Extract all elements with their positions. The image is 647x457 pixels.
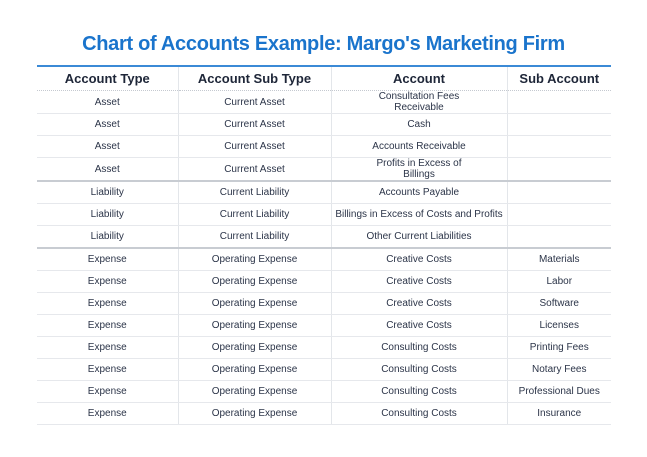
account-cell: Consultation Fees Receivable — [330, 90, 507, 114]
sub-account-cell: Materials — [506, 247, 611, 271]
account-cell: Cash — [330, 113, 507, 136]
table-row: Liability Current Liability Accounts Payab… — [37, 180, 611, 204]
table-row: Asset Current Asset Cash — [37, 113, 611, 136]
table-row: Expense Operating Expense Consulting Costs… — [37, 380, 611, 403]
account-type-cell: Expense — [37, 247, 178, 271]
sub-account-cell — [506, 225, 611, 249]
account-sub-type-cell: Operating Expense — [177, 292, 331, 315]
account-cell: Consulting Costs — [330, 402, 507, 425]
account-sub-type-cell: Current Liability — [177, 180, 331, 204]
account-type-cell: Liability — [37, 180, 178, 204]
account-sub-type-cell: Operating Expense — [177, 402, 331, 425]
account-type-cell: Expense — [37, 270, 178, 293]
account-cell: Consulting Costs — [330, 358, 507, 381]
table-row: Expense Operating Expense Consulting Costs… — [37, 358, 611, 381]
account-sub-type-cell: Current Asset — [177, 113, 331, 136]
table-row: Liability Current Liability Billings in Ex… — [37, 203, 611, 226]
account-cell: Accounts Payable — [330, 180, 507, 204]
account-type-cell: Liability — [37, 225, 178, 249]
account-cell: Consulting Costs — [330, 336, 507, 359]
table-row: Expense Operating Expense Creative Costs La… — [37, 270, 611, 293]
table-row: Asset Current Asset Accounts Receivable — [37, 135, 611, 158]
account-sub-type-cell: Current Asset — [177, 157, 331, 182]
sub-account-cell — [506, 180, 611, 204]
table-row: Expense Operating Expense Consulting Costs… — [37, 402, 611, 425]
accounts-table: Account Type Account Sub Type Account Su… — [37, 65, 611, 425]
account-type-cell: Asset — [37, 90, 178, 114]
account-sub-type-cell: Current Liability — [177, 203, 331, 226]
sub-account-cell — [506, 135, 611, 158]
account-type-cell: Liability — [37, 203, 178, 226]
header-row: Account Type Account Sub Type Account Su… — [37, 66, 611, 91]
account-type-cell: Expense — [37, 402, 178, 425]
account-sub-type-cell: Operating Expense — [177, 314, 331, 337]
account-sub-type-cell: Operating Expense — [177, 270, 331, 293]
account-cell: Other Current Liabilities — [330, 225, 507, 249]
table-row: Liability Current Liability Other Current … — [37, 225, 611, 249]
account-cell: Consulting Costs — [330, 380, 507, 403]
column-header: Sub Account — [506, 66, 611, 91]
sub-account-cell: Software — [506, 292, 611, 315]
account-type-cell: Asset — [37, 157, 178, 182]
sub-account-cell — [506, 90, 611, 114]
account-sub-type-cell: Operating Expense — [177, 380, 331, 403]
account-type-cell: Expense — [37, 336, 178, 359]
sub-account-cell — [506, 157, 611, 182]
sub-account-cell: Insurance — [506, 402, 611, 425]
column-header: Account Type — [37, 66, 178, 91]
account-cell: Creative Costs — [330, 247, 507, 271]
table-row: Expense Operating Expense Creative Costs Li… — [37, 314, 611, 337]
account-sub-type-cell: Operating Expense — [177, 247, 331, 271]
table-row: Asset Current Asset Profits in Excess of B… — [37, 157, 611, 182]
account-type-cell: Expense — [37, 292, 178, 315]
account-sub-type-cell: Current Asset — [177, 135, 331, 158]
account-cell: Accounts Receivable — [330, 135, 507, 158]
column-header: Account Sub Type — [177, 66, 331, 91]
account-cell: Creative Costs — [330, 314, 507, 337]
account-type-cell: Expense — [37, 314, 178, 337]
account-type-cell: Expense — [37, 380, 178, 403]
table-row: Asset Current Asset Consultation Fees Rece… — [37, 90, 611, 114]
account-cell: Profits in Excess of Billings — [330, 157, 507, 182]
table-row: Expense Operating Expense Consulting Costs… — [37, 336, 611, 359]
account-sub-type-cell: Operating Expense — [177, 336, 331, 359]
sub-account-cell — [506, 203, 611, 226]
account-type-cell: Expense — [37, 358, 178, 381]
account-cell: Billings in Excess of Costs and Profits — [330, 203, 507, 226]
table-row: Expense Operating Expense Creative Costs Ma… — [37, 247, 611, 271]
sub-account-cell: Professional Dues — [506, 380, 611, 403]
account-cell: Creative Costs — [330, 270, 507, 293]
page-title: Chart of Accounts Example: Margo's Marke… — [82, 33, 565, 55]
sub-account-cell: Printing Fees — [506, 336, 611, 359]
column-header: Account — [330, 66, 507, 91]
sub-account-cell — [506, 113, 611, 136]
sub-account-cell: Notary Fees — [506, 358, 611, 381]
sub-account-cell: Licenses — [506, 314, 611, 337]
account-sub-type-cell: Current Liability — [177, 225, 331, 249]
account-cell: Creative Costs — [330, 292, 507, 315]
account-sub-type-cell: Operating Expense — [177, 358, 331, 381]
sub-account-cell: Labor — [506, 270, 611, 293]
table-row: Expense Operating Expense Creative Costs So… — [37, 292, 611, 315]
account-type-cell: Asset — [37, 113, 178, 136]
account-sub-type-cell: Current Asset — [177, 90, 331, 114]
account-type-cell: Asset — [37, 135, 178, 158]
